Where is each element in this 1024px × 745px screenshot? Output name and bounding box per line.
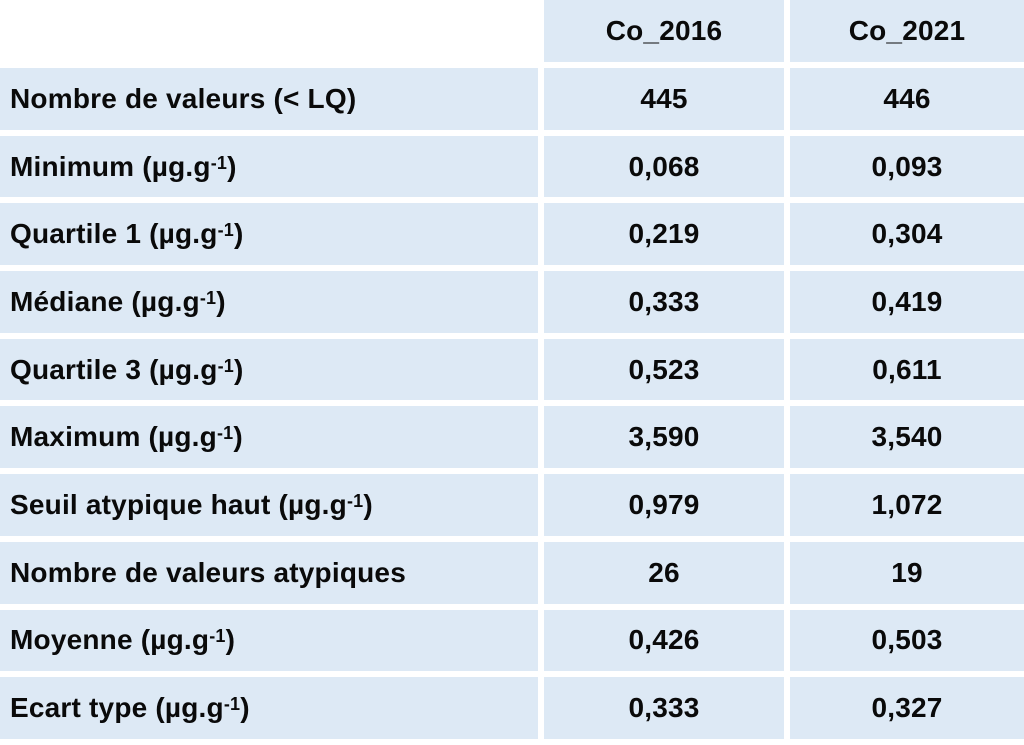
row-label: Moyenne (µg.g -1)	[0, 609, 544, 678]
table-cell: 0,068	[544, 135, 790, 204]
row-label: Médiane (µg.g -1)	[0, 271, 544, 339]
table-cell: 0,219	[544, 203, 790, 272]
table-cell: 3,590	[544, 406, 790, 475]
row-label: Minimum (µg.g -1)	[0, 135, 544, 204]
table-cell: 0,419	[790, 271, 1024, 339]
table-cell: 0,333	[544, 271, 790, 339]
table-cell: 3,540	[790, 406, 1024, 475]
row-label: Seuil atypique haut (µg.g -1)	[0, 474, 544, 542]
table-cell: 0,304	[790, 203, 1024, 272]
row-label: Nombre de valeurs (< LQ)	[0, 68, 544, 136]
table-cell: 0,979	[544, 474, 790, 542]
row-label: Maximum (µg.g -1)	[0, 406, 544, 475]
table-cell: 0,333	[544, 677, 790, 745]
row-label: Ecart type (µg.g -1)	[0, 677, 544, 745]
table-cell: 0,093	[790, 135, 1024, 204]
row-label: Quartile 3 (µg.g -1)	[0, 338, 544, 407]
row-label: Quartile 1 (µg.g -1)	[0, 203, 544, 272]
column-header-co-2021: Co_2021	[790, 0, 1024, 68]
table-cell: 0,503	[790, 609, 1024, 678]
table-cell: 0,426	[544, 609, 790, 678]
row-label: Nombre de valeurs atypiques	[0, 541, 544, 610]
column-header-co-2016: Co_2016	[544, 0, 790, 68]
table-cell: 1,072	[790, 474, 1024, 542]
table-cell: 0,327	[790, 677, 1024, 745]
header-corner	[0, 0, 544, 68]
table-cell: 446	[790, 68, 1024, 136]
table-cell: 0,611	[790, 338, 1024, 407]
table-cell: 19	[790, 541, 1024, 610]
table-cell: 0,523	[544, 338, 790, 407]
table-cell: 445	[544, 68, 790, 136]
table-cell: 26	[544, 541, 790, 610]
